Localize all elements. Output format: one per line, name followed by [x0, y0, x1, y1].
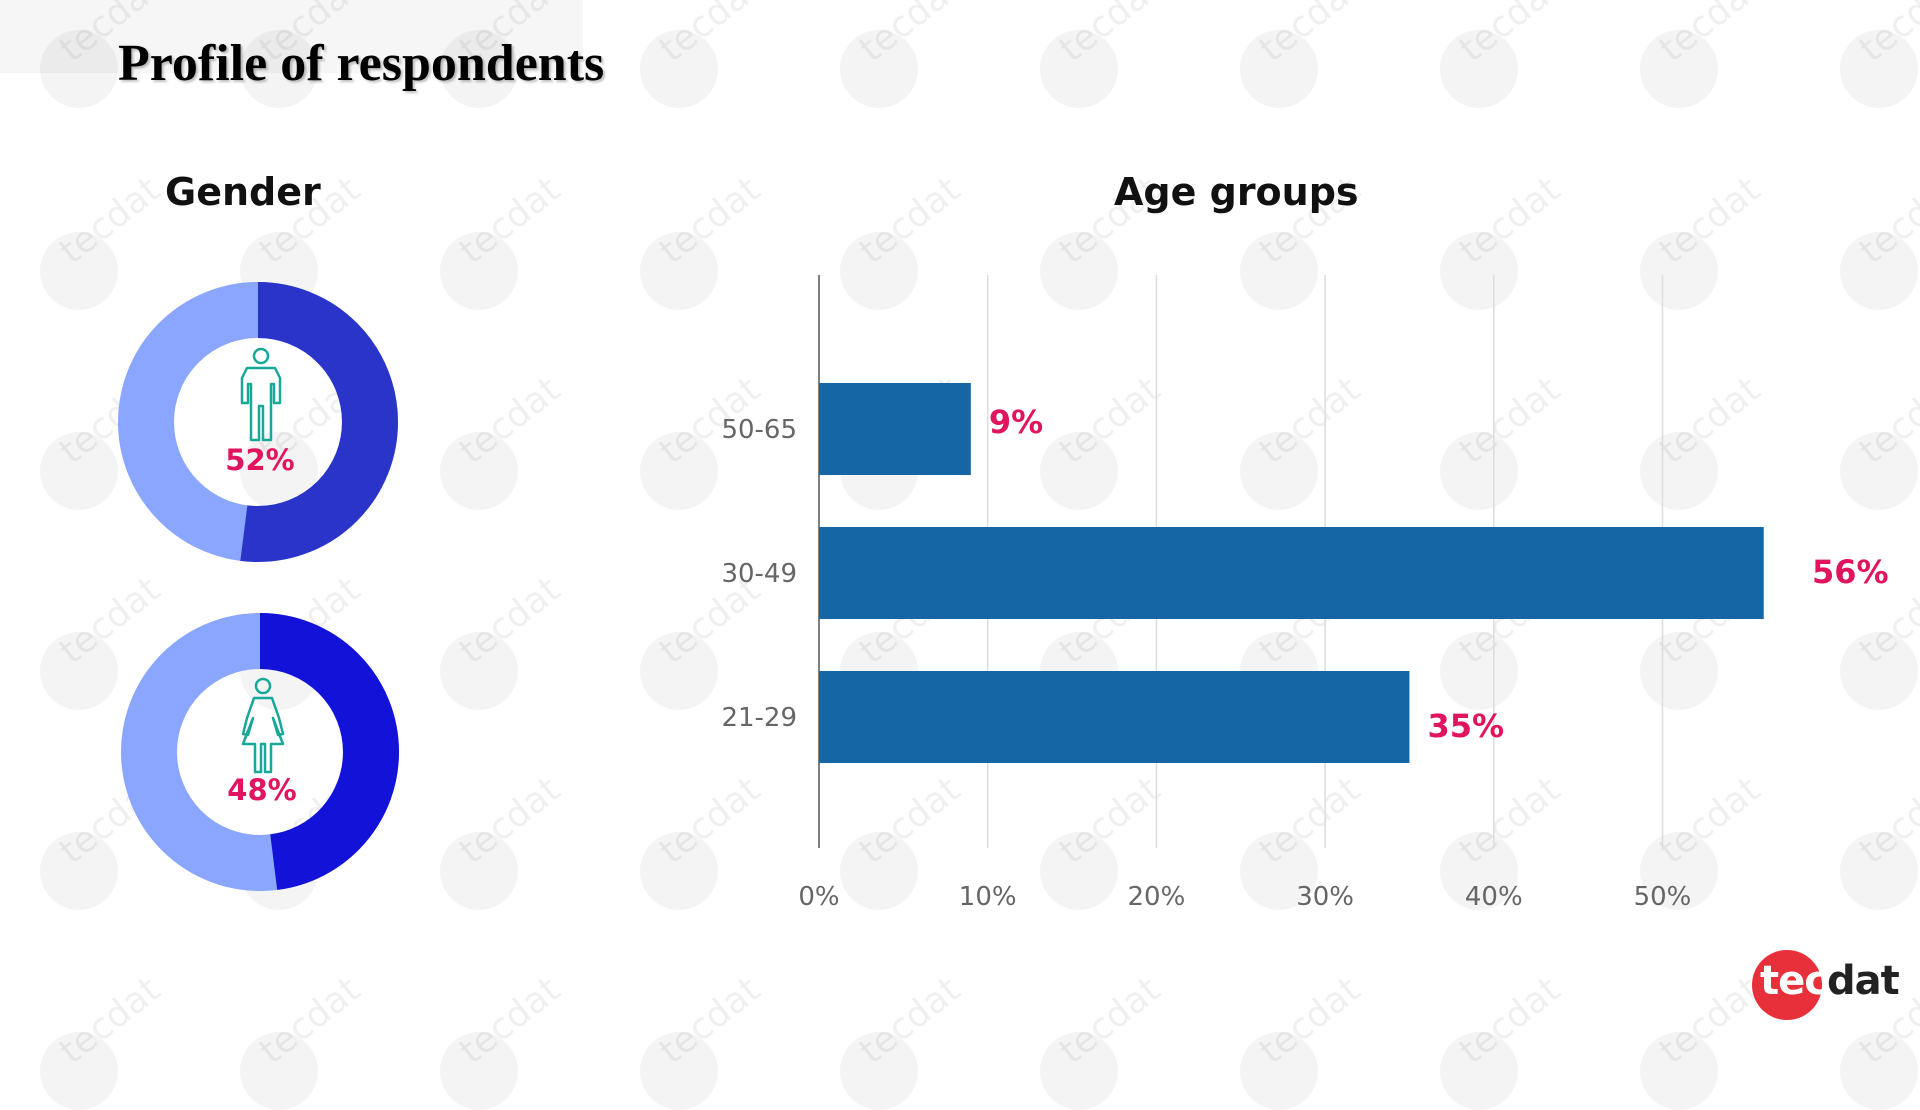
- x-tick-label: 10%: [959, 882, 1017, 912]
- y-category-label: 30-49: [721, 559, 797, 589]
- watermark: tecdat: [1240, 969, 1368, 1110]
- y-category-label: 21-29: [721, 703, 797, 733]
- watermark: tecdat: [1840, 969, 1920, 1110]
- female-icon: [241, 677, 285, 774]
- bar-50-65: [819, 383, 971, 475]
- donut-value-segment: [118, 282, 398, 562]
- watermark: tecdat: [1640, 969, 1768, 1110]
- x-tick-label: 20%: [1128, 882, 1186, 912]
- x-tick-label: 0%: [798, 882, 839, 912]
- female-icon-body: [241, 696, 285, 774]
- logo-text-part2: dat: [1826, 958, 1900, 1004]
- logo-text-part1: tec: [1760, 958, 1828, 1004]
- donut-value-label: 52%: [225, 443, 294, 477]
- bar-value-label: 9%: [989, 403, 1043, 441]
- gender-donut-charts: 52% 48%: [118, 282, 399, 891]
- watermark: tecdat: [1040, 969, 1168, 1110]
- donut-female: 48%: [121, 613, 399, 891]
- watermark: tecdat: [440, 969, 568, 1110]
- watermark: tecdat: [240, 969, 368, 1110]
- x-tick-label: 30%: [1296, 882, 1354, 912]
- bar-value-label: 35%: [1427, 707, 1504, 745]
- watermark: tecdat: [1440, 969, 1568, 1110]
- page-title: Profile of respondents: [118, 35, 605, 92]
- age-bar-chart: 0% 10% 20% 30% 40% 50% 50-65 9% 30-49 56% 21-29 35%: [721, 275, 1889, 912]
- donut-value-segment: [121, 613, 399, 891]
- age-section-title: Age groups: [1114, 170, 1359, 214]
- bar-21-29: [819, 671, 1410, 763]
- donut-male: 52%: [118, 282, 398, 562]
- x-tick-label: 50%: [1634, 882, 1692, 912]
- bar-value-label: 56%: [1812, 553, 1889, 591]
- y-category-label: 50-65: [721, 415, 797, 445]
- watermark: tecdat: [40, 969, 168, 1110]
- watermark: tecdat: [640, 969, 768, 1110]
- logo-text: tecdat: [1760, 958, 1900, 1004]
- bar-30-49: [819, 527, 1764, 619]
- tecdat-logo: tecdat: [1752, 950, 1912, 1022]
- donut-value-label: 48%: [227, 773, 296, 807]
- gender-section-title: Gender: [165, 170, 321, 214]
- logo-circle: [1752, 950, 1822, 1020]
- x-tick-label: 40%: [1465, 882, 1523, 912]
- male-icon-head: [252, 347, 270, 365]
- female-icon-head: [254, 677, 272, 695]
- male-icon-body: [240, 366, 282, 442]
- male-icon: [240, 347, 282, 442]
- watermark: tecdat: [840, 969, 968, 1110]
- top-left-panel: [0, 0, 583, 73]
